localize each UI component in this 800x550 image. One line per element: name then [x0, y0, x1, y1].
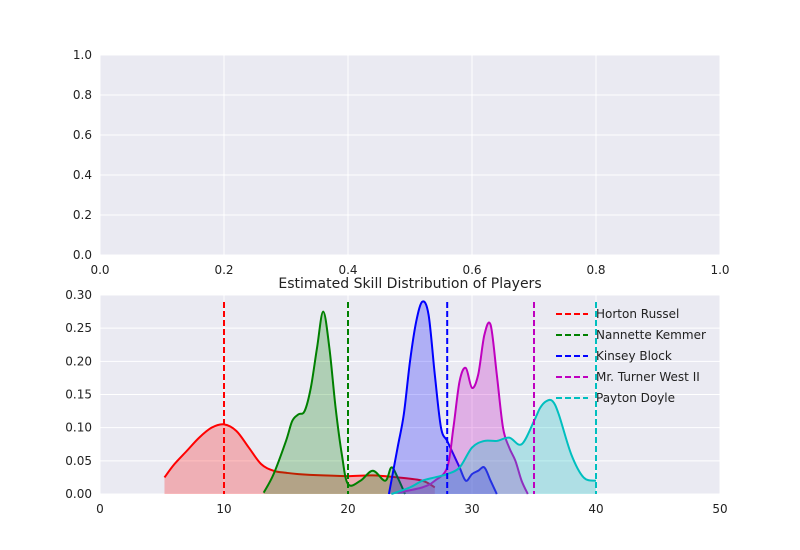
y-tick-label: 0.20 [65, 354, 92, 368]
x-tick-label: 10 [216, 502, 231, 516]
legend-label: Kinsey Block [596, 349, 672, 363]
y-tick-label: 0.15 [65, 388, 92, 402]
legend-label: Nannette Kemmer [596, 328, 706, 342]
y-tick-label: 0.05 [65, 454, 92, 468]
x-tick-label: 0.6 [462, 263, 481, 277]
series-nannette-kemmer [262, 310, 406, 495]
y-tick-label: 0.2 [73, 208, 92, 222]
chart-title: Estimated Skill Distribution of Players [278, 276, 541, 292]
x-tick-label: 20 [340, 502, 355, 516]
top-plot-background [100, 55, 720, 255]
y-tick-label: 0.25 [65, 321, 92, 335]
legend-item-nannette-kemmer: Nannette Kemmer [556, 328, 706, 342]
series-area-kinsey-block [388, 301, 497, 494]
series-line-kinsey-block [387, 300, 498, 495]
legend-item-payton-doyle: Payton Doyle [556, 391, 675, 405]
x-tick-label: 0.4 [338, 263, 357, 277]
series-payton-doyle [391, 398, 597, 495]
x-tick-label: 50 [712, 502, 727, 516]
top-grid [99, 54, 721, 256]
y-tick-label: 0.0 [73, 248, 92, 262]
series-layer [163, 300, 597, 495]
x-tick-label: 30 [464, 502, 479, 516]
x-tick-label: 0 [96, 502, 104, 516]
series-area-payton-doyle [391, 399, 596, 494]
series-horton-russel [163, 423, 436, 494]
series-area-horton-russel [164, 424, 435, 494]
y-tick-label: 1.0 [73, 48, 92, 62]
top-axes: 0.0 0.2 0.4 0.6 0.8 1.0 0.0 0.2 0.4 0.6 0.8 1.0 [73, 48, 730, 277]
bottom-y-tick-labels: 0.00 0.05 0.10 0.15 0.20 0.25 0.30 [65, 288, 92, 501]
y-tick-label: 0.30 [65, 288, 92, 302]
y-tick-label: 0.4 [73, 168, 92, 182]
y-tick-label: 0.00 [65, 487, 92, 501]
y-tick-label: 0.6 [73, 128, 92, 142]
legend: Horton Russel Nannette Kemmer Kinsey Block… [556, 307, 706, 405]
series-mr-turner-west-ii [397, 321, 529, 495]
bottom-x-tick-labels: 0 10 20 30 40 50 [96, 502, 727, 516]
x-tick-label: 40 [588, 502, 603, 516]
series-line-mr-turner-west-ii [397, 321, 529, 495]
top-y-tick-labels: 0.0 0.2 0.4 0.6 0.8 1.0 [73, 48, 92, 262]
x-tick-label: 0.0 [90, 263, 109, 277]
legend-item-mr-turner-west-ii: Mr. Turner West II [556, 370, 700, 384]
x-tick-label: 0.2 [214, 263, 233, 277]
series-kinsey-block [387, 300, 498, 495]
y-tick-label: 0.10 [65, 421, 92, 435]
series-line-payton-doyle [391, 398, 597, 495]
series-line-nannette-kemmer [262, 310, 406, 495]
x-tick-label: 1.0 [710, 263, 729, 277]
legend-label: Horton Russel [596, 307, 679, 321]
mean-lines-layer [223, 302, 597, 494]
bottom-axes: Estimated Skill Distribution of Players … [65, 276, 727, 516]
top-x-tick-labels: 0.0 0.2 0.4 0.6 0.8 1.0 [90, 263, 729, 277]
legend-label: Payton Doyle [596, 391, 675, 405]
legend-label: Mr. Turner West II [596, 370, 700, 384]
legend-item-horton-russel: Horton Russel [556, 307, 679, 321]
series-line-horton-russel [163, 423, 436, 489]
x-tick-label: 0.8 [586, 263, 605, 277]
legend-item-kinsey-block: Kinsey Block [556, 349, 672, 363]
y-tick-label: 0.8 [73, 88, 92, 102]
